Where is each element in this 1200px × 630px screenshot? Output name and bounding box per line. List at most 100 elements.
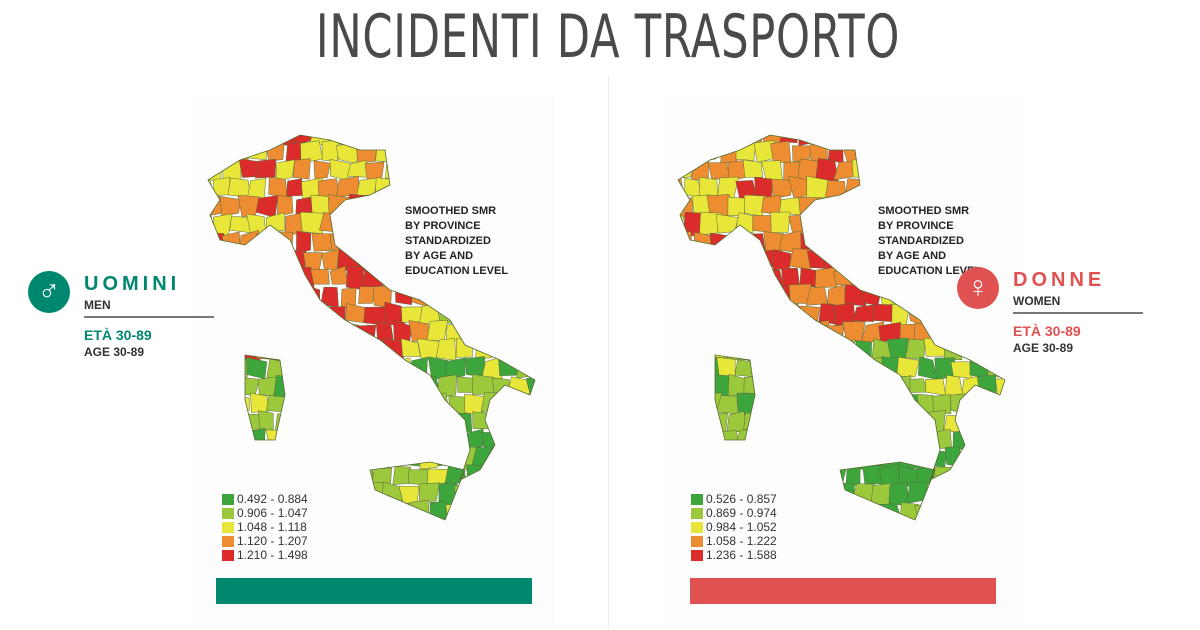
- province-cell: [852, 195, 876, 217]
- province-cell: [678, 231, 693, 254]
- province-cell: [735, 141, 757, 162]
- province-cell: [237, 135, 257, 143]
- male-symbol-icon: ♂: [28, 271, 70, 313]
- province-cell: [363, 448, 384, 470]
- province-cell: [240, 302, 258, 323]
- province-cell: [869, 412, 893, 432]
- province-cell: [678, 158, 692, 180]
- province-cell: [907, 302, 927, 327]
- province-cell: [788, 322, 810, 342]
- province-cell: [689, 375, 713, 397]
- province-cell: [401, 306, 423, 323]
- province-cell: [833, 412, 858, 432]
- province-cell: [918, 140, 935, 164]
- province-cell: [436, 374, 458, 399]
- legend-label: 1.210 - 1.498: [237, 548, 308, 562]
- province-cell: [507, 447, 528, 468]
- province-cell: [987, 428, 1005, 448]
- province-cell: [472, 523, 492, 539]
- province-cell: [529, 450, 535, 467]
- province-cell: [329, 446, 351, 469]
- province-cell: [293, 411, 310, 431]
- province-cell: [709, 232, 731, 253]
- province-cell: [521, 464, 535, 488]
- province-cell: [229, 396, 250, 412]
- province-cell: [345, 266, 365, 291]
- province-cell: [678, 215, 684, 234]
- province-cell: [860, 394, 882, 415]
- province-cell: [690, 304, 714, 325]
- province-cell: [382, 374, 403, 396]
- legend-item: 0.906 - 1.047: [222, 506, 308, 520]
- province-cell: [780, 523, 803, 537]
- province-cell: [697, 324, 719, 344]
- province-cell: [832, 196, 855, 216]
- legend-label: 0.906 - 1.047: [237, 506, 308, 520]
- province-cell: [208, 159, 222, 182]
- province-cell: [527, 338, 535, 362]
- province-cell: [771, 178, 794, 200]
- province-cell: [408, 320, 431, 342]
- province-cell: [843, 501, 864, 520]
- province-cell: [818, 410, 837, 430]
- province-cell: [517, 393, 535, 414]
- province-cell: [366, 230, 387, 253]
- province-cell: [516, 357, 535, 379]
- legend-item: 0.492 - 0.884: [222, 492, 308, 506]
- mainland-outline: [207, 134, 536, 481]
- province-cell: [220, 376, 243, 395]
- province-cell: [1018, 231, 1025, 251]
- province-cell: [897, 393, 920, 414]
- province-cell: [707, 413, 728, 435]
- province-cell: [208, 432, 213, 452]
- note-line: BY AGE AND: [878, 250, 947, 262]
- province-cell: [392, 140, 414, 161]
- province-cell: [953, 142, 972, 163]
- province-cell: [416, 518, 440, 520]
- province-cell: [899, 501, 919, 520]
- province-cell: [327, 374, 348, 394]
- province-cell: [808, 464, 831, 486]
- province-cell: [208, 143, 214, 161]
- province-cell: [1013, 377, 1025, 396]
- province-cell: [734, 322, 759, 340]
- province-cell: [1008, 429, 1025, 450]
- province-cell: [779, 135, 799, 144]
- province-cell: [498, 139, 523, 163]
- province-cell: [422, 158, 436, 182]
- province-cell: [734, 465, 757, 484]
- province-cell: [208, 451, 223, 468]
- province-cell: [255, 195, 279, 218]
- note-line: STANDARDIZED: [405, 235, 491, 247]
- women-title: DONNE: [1013, 269, 1106, 291]
- province-cell: [771, 466, 794, 487]
- province-cell: [861, 252, 880, 269]
- province-cell: [246, 357, 268, 380]
- province-cell: [881, 177, 903, 198]
- women-age-it: ETÀ 30-89: [1013, 323, 1081, 339]
- province-cell: [678, 464, 683, 487]
- province-cell: [336, 321, 360, 344]
- province-cell: [683, 393, 703, 415]
- province-cell: [210, 247, 233, 269]
- province-cell: [833, 373, 856, 396]
- province-cell: [392, 466, 411, 485]
- province-cell: [410, 429, 433, 448]
- province-cell: [889, 409, 906, 435]
- province-cell: [816, 521, 838, 540]
- province-cell: [960, 481, 984, 503]
- province-cell: [743, 233, 767, 254]
- province-cell: [309, 413, 332, 433]
- province-cell: [788, 466, 810, 489]
- province-cell: [962, 521, 982, 540]
- province-cell: [823, 215, 847, 236]
- province-cell: [489, 135, 511, 147]
- province-cell: [753, 428, 773, 450]
- province-cell: [715, 465, 738, 487]
- province-cell: [256, 445, 278, 470]
- province-cell: [810, 505, 830, 520]
- province-cell: [944, 374, 963, 397]
- note-line: BY PROVINCE: [878, 220, 954, 232]
- province-cell: [372, 211, 394, 234]
- province-cell: [733, 249, 759, 273]
